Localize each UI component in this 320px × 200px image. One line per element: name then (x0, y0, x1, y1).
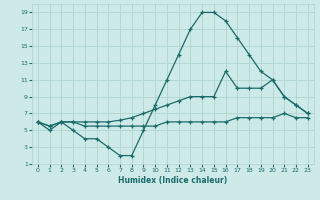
X-axis label: Humidex (Indice chaleur): Humidex (Indice chaleur) (118, 176, 228, 185)
